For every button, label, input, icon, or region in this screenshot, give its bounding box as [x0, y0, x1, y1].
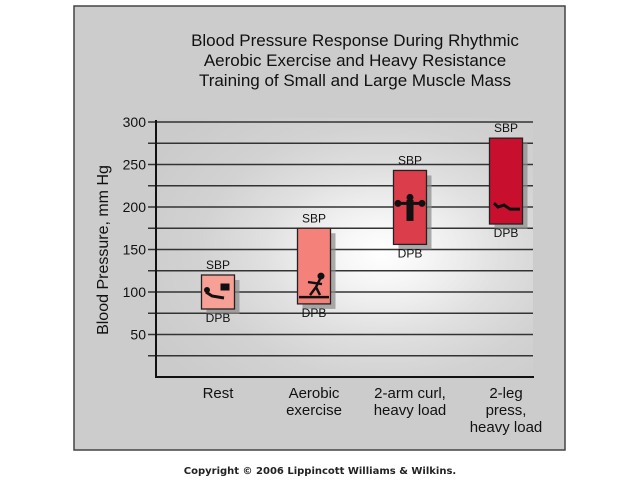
dpb-label: DPB — [398, 246, 423, 260]
x-category-label: press, — [486, 402, 527, 419]
x-category-label: 2-arm curl, — [374, 385, 446, 402]
sbp-label: SBP — [302, 211, 326, 225]
title-line-2: Aerobic Exercise and Heavy Resistance — [204, 51, 506, 70]
dpb-label: DPB — [302, 306, 327, 320]
reclining-person-icon — [204, 283, 230, 300]
dpb-label: DPB — [206, 311, 231, 325]
cross-country-skier-icon — [299, 272, 329, 299]
sbp-label: SBP — [206, 258, 230, 272]
dpb-label: DPB — [494, 226, 519, 240]
range-bar — [200, 274, 236, 310]
chart-title: Blood Pressure Response During Rhythmic … — [191, 31, 519, 90]
x-category-label: Rest — [203, 385, 235, 402]
y-tick-label: 100 — [123, 284, 147, 300]
x-category-label: heavy load — [374, 402, 447, 419]
range-bar — [488, 137, 524, 225]
title-line-3: Training of Small and Large Muscle Mass — [199, 71, 511, 90]
leg-press-icon — [492, 202, 520, 211]
copyright-text: Copyright © 2006 Lippincott Williams & W… — [184, 466, 456, 477]
x-category-label: Aerobic — [289, 385, 340, 402]
x-category-label: 2-leg — [489, 385, 522, 402]
title-line-1: Blood Pressure Response During Rhythmic — [191, 31, 519, 50]
y-tick-label: 50 — [130, 327, 146, 343]
x-category-label: exercise — [286, 402, 342, 419]
y-tick-label: 300 — [123, 114, 147, 130]
y-tick-label: 250 — [123, 157, 147, 173]
range-bar — [296, 227, 332, 305]
sbp-label: SBP — [494, 121, 518, 135]
y-axis-label: Blood Pressure, mm Hg — [95, 165, 112, 335]
x-category-label: heavy load — [470, 419, 543, 436]
sbp-label: SBP — [398, 153, 422, 167]
y-tick-label: 200 — [123, 199, 147, 215]
plot-area — [156, 118, 533, 377]
y-tick-label: 150 — [123, 242, 147, 258]
arm-curl-lifter-icon — [394, 193, 426, 221]
